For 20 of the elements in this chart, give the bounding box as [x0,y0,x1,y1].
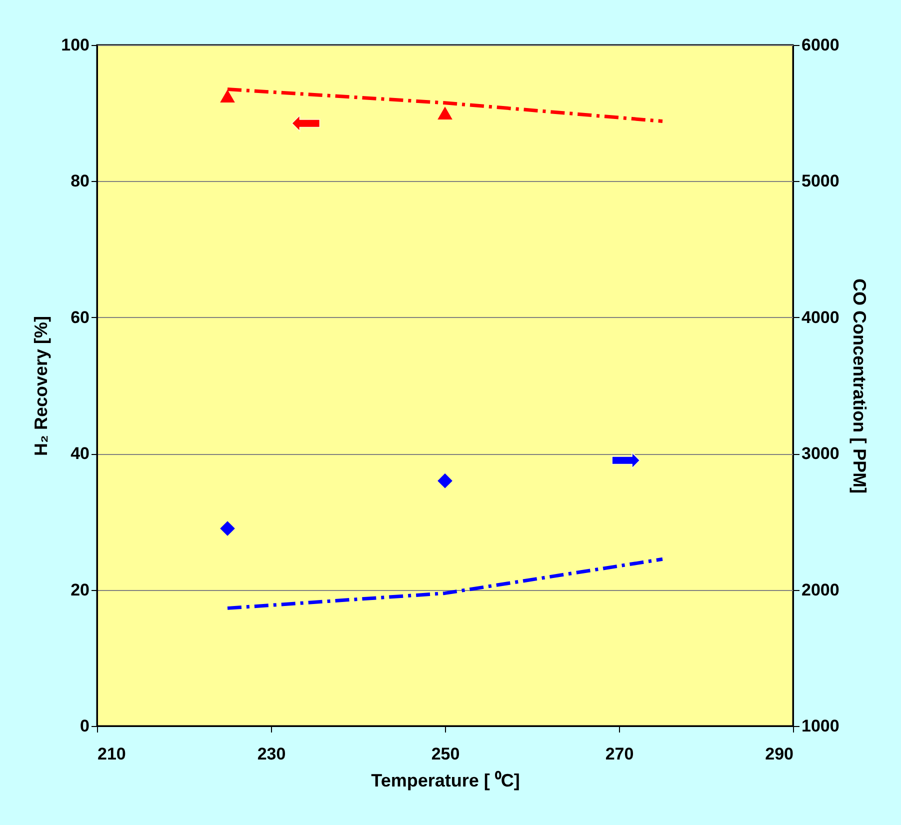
y-tick-label: 60 [70,308,90,327]
y2-axis-title: CO Concentration [ PPM] [849,278,870,494]
x-tick-label: 250 [431,744,460,764]
y2-tick-label: 1000 [802,716,840,736]
y-tick-label: 0 [80,716,90,736]
y-tick-label: 100 [61,36,90,54]
y-axis-title: H₂ Recovery [%] [31,316,52,456]
y-tick-label: 20 [70,580,90,600]
x-tick-label: 210 [98,744,126,764]
y2-tick-label: 4000 [802,308,840,327]
y-tick-label: 40 [70,444,90,464]
y2-tick-label: 5000 [802,172,840,191]
y2-tick-label: 3000 [802,444,840,464]
y2-tick-label: 6000 [802,36,840,54]
x-tick-label: 270 [605,744,634,764]
x-axis-title: Temperature [ ⁰C] [371,770,520,790]
x-tick-label: 290 [765,744,794,764]
y-tick-label: 80 [70,172,90,191]
x-tick-label: 230 [257,744,286,764]
y2-tick-label: 2000 [802,580,840,600]
